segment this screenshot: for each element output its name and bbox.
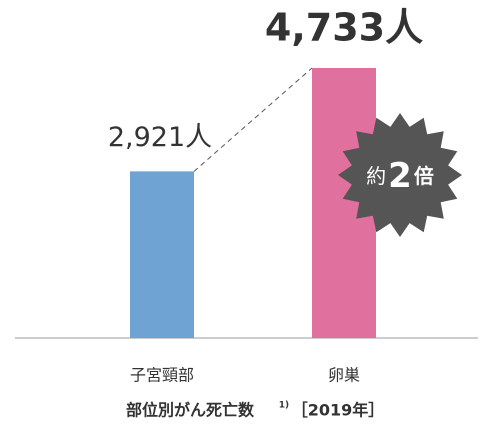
bar — [130, 171, 194, 338]
x-tick-label: 子宮頸部 — [130, 366, 194, 385]
annotation: 約2 倍 — [366, 156, 434, 196]
starburst — [338, 113, 462, 237]
annotation-part: 2 — [388, 156, 412, 196]
x-axis-label: 部位別がん死亡数 — [126, 401, 255, 420]
annotation-part: 倍 — [414, 164, 434, 188]
connector — [193, 67, 313, 172]
footnote-mark: 1) — [279, 401, 289, 411]
period: ［2019年］ — [292, 401, 385, 420]
value-label: 2,921人 — [108, 122, 212, 153]
annotation-part: 約 — [366, 164, 386, 188]
value-label: 4,733人 — [265, 6, 423, 50]
x-tick-label: 卵巣 — [328, 366, 360, 385]
